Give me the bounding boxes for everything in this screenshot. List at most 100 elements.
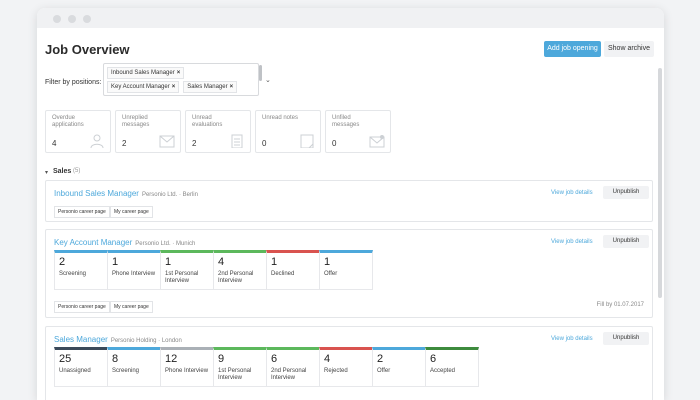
person-icon [89, 134, 105, 149]
stage-name: Rejected [324, 368, 348, 374]
pipeline-stage[interactable]: 25 Unassigned [54, 347, 108, 387]
job-card: Key Account Manager Personio Ltd. · Munic… [45, 229, 653, 318]
stage-name: 1st Personal Interview [165, 271, 199, 284]
remove-chip-icon[interactable]: × [176, 70, 181, 76]
page-scrollbar[interactable] [658, 68, 662, 298]
stage-name: 2nd Personal Interview [271, 368, 307, 381]
job-card: Inbound Sales Manager Personio Ltd. · Ber… [45, 180, 653, 222]
job-company: Personio Ltd. · Berlin [141, 192, 198, 198]
filter-chip[interactable]: Inbound Sales Manager × [107, 67, 185, 79]
pipeline-stage[interactable]: 6 2nd Personal Interview [266, 347, 320, 387]
stage-name: 1st Personal Interview [218, 368, 252, 381]
pipeline-stage[interactable]: 9 1st Personal Interview [213, 347, 267, 387]
remove-chip-icon[interactable]: × [171, 84, 176, 90]
view-job-details-link[interactable]: View job details [551, 190, 593, 196]
unpublish-button[interactable]: Unpublish [603, 235, 649, 248]
stage-name: Offer [377, 368, 391, 374]
stage-count: 9 [218, 353, 225, 365]
stage-name: Offer [324, 271, 338, 277]
pipeline-stage[interactable]: 1 Phone Interview [107, 250, 161, 290]
pipeline-stage[interactable]: 8 Screening [107, 347, 161, 387]
pipeline-stages: 25 Unassigned 8 Screening 12 Phone Interview 9… [54, 347, 479, 387]
job-title-link[interactable]: Key Account Manager Personio Ltd. · Munic… [54, 238, 196, 247]
unpublish-button[interactable]: Unpublish [603, 332, 649, 345]
pipeline-stages: 2 Screening 1 Phone Interview 1 1st Personal … [54, 250, 373, 290]
pipeline-stage[interactable]: 4 Rejected [319, 347, 373, 387]
pipeline-stage[interactable]: 1 Offer [319, 250, 373, 290]
pipeline-stage[interactable]: 2 Screening [54, 250, 108, 290]
chevron-down-icon[interactable]: ⌄ [265, 77, 271, 84]
stat-label: Overdue applications [52, 115, 84, 128]
stage-count: 25 [59, 353, 72, 365]
stat-card[interactable]: Unreplied messages 2 [115, 110, 181, 153]
stat-value: 2 [192, 139, 197, 148]
stage-count: 4 [324, 353, 331, 365]
clipboard-icon [229, 134, 245, 149]
job-company: Personio Ltd. · Munich [135, 241, 196, 247]
pipeline-stage[interactable]: 12 Phone Interview [160, 347, 214, 387]
stat-value: 0 [332, 139, 337, 148]
stage-count: 6 [271, 353, 278, 365]
view-job-details-link[interactable]: View job details [551, 239, 593, 245]
stage-count: 1 [271, 256, 278, 268]
stage-count: 6 [430, 353, 437, 365]
window-maximize-dot[interactable] [83, 15, 91, 23]
filter-chip[interactable]: Sales Manager × [183, 81, 238, 93]
stage-name: 2nd Personal Interview [218, 271, 254, 284]
stat-card[interactable]: Unfiled messages 0 [325, 110, 391, 153]
my-career-page-tag[interactable]: My career page [110, 206, 153, 218]
stage-count: 12 [165, 353, 178, 365]
show-archive-button[interactable]: Show archive [604, 41, 654, 57]
main-content: Job Overview Add job opening Show archiv… [37, 28, 664, 400]
stage-count: 1 [165, 256, 172, 268]
filter-chip-label: Sales Manager [187, 84, 228, 90]
job-title-link[interactable]: Inbound Sales Manager Personio Ltd. · Ber… [54, 189, 198, 198]
stat-value: 0 [262, 139, 267, 148]
window-minimize-dot[interactable] [68, 15, 76, 23]
filter-chip-label: Key Account Manager [111, 84, 170, 90]
section-title[interactable]: Sales [53, 168, 72, 175]
stage-name: Accepted [430, 368, 456, 374]
personio-career-page-tag[interactable]: Personio career page [54, 301, 110, 313]
view-job-details-link[interactable]: View job details [551, 336, 593, 342]
note-icon [299, 134, 315, 149]
remove-chip-icon[interactable]: × [229, 84, 234, 90]
stat-value: 2 [122, 139, 127, 148]
stat-card[interactable]: Overdue applications 4 [45, 110, 111, 153]
pipeline-stage[interactable]: 4 2nd Personal Interview [213, 250, 267, 290]
stage-count: 8 [112, 353, 119, 365]
add-job-opening-button[interactable]: Add job opening [544, 41, 601, 57]
stat-label: Unfiled messages [332, 115, 360, 128]
collapse-triangle-icon[interactable]: ▾ [45, 170, 49, 176]
stage-name: Phone Interview [112, 271, 156, 277]
filter-chip[interactable]: Key Account Manager × [107, 81, 180, 93]
fill-by-date: Fill by 01.07.2017 [596, 302, 644, 308]
filter-chips: Inbound Sales Manager × Key Account Manage… [104, 64, 258, 96]
my-career-page-tag[interactable]: My career page [110, 301, 153, 313]
pipeline-stage[interactable]: 2 Offer [372, 347, 426, 387]
pipeline-stage[interactable]: 1 Declined [266, 250, 320, 290]
job-title-link[interactable]: Sales Manager Personio Holding · London [54, 335, 182, 344]
section-count: (5) [73, 168, 81, 174]
unpublish-button[interactable]: Unpublish [603, 186, 649, 199]
envelope-icon [159, 134, 175, 148]
filter-scrollbar[interactable] [259, 65, 262, 81]
stage-count: 2 [59, 256, 66, 268]
stat-card[interactable]: Unread evaluations 2 [185, 110, 251, 153]
filter-chip[interactable]: Sales Manager UK× [107, 95, 171, 96]
stat-card[interactable]: Unread notes 0 [255, 110, 321, 153]
stage-name: Screening [112, 368, 140, 374]
stage-name: Phone Interview [165, 368, 209, 374]
window-close-dot[interactable] [53, 15, 61, 23]
stage-name: Declined [271, 271, 295, 277]
stat-value: 4 [52, 139, 57, 148]
stage-name: Unassigned [59, 368, 91, 374]
pipeline-stage[interactable]: 6 Accepted [425, 347, 479, 387]
stat-label: Unread notes [262, 115, 299, 121]
filter-label: Filter by positions: [45, 79, 102, 86]
job-company: Personio Holding · London [110, 338, 182, 344]
position-filter-input[interactable]: Inbound Sales Manager × Key Account Manage… [103, 63, 259, 96]
stage-count: 1 [324, 256, 331, 268]
personio-career-page-tag[interactable]: Personio career page [54, 206, 110, 218]
pipeline-stage[interactable]: 1 1st Personal Interview [160, 250, 214, 290]
